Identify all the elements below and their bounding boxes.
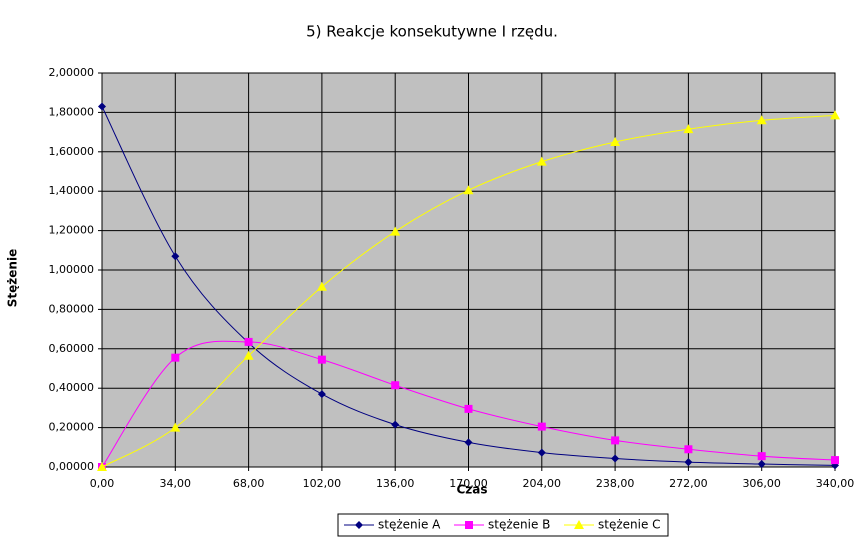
x-tick-label: 34,00 [160, 477, 192, 490]
y-tick-label: 0,60000 [49, 342, 95, 355]
marker [684, 445, 693, 454]
x-tick-label: 170,00 [449, 477, 488, 490]
x-tick-label: 0,00 [90, 477, 115, 490]
y-tick-label: 1,40000 [49, 184, 95, 197]
marker [610, 136, 621, 146]
y-tick-label: 0,80000 [49, 302, 95, 315]
marker [171, 252, 180, 261]
marker [611, 454, 620, 463]
marker [756, 115, 767, 125]
x-axis-label: Czas [456, 483, 487, 497]
y-tick-label: 1,00000 [49, 263, 95, 276]
y-tick-label: 0,00000 [49, 460, 95, 473]
marker [574, 520, 584, 529]
marker [98, 102, 106, 111]
marker [831, 456, 839, 465]
x-tick-label: 68,00 [233, 477, 265, 490]
marker [464, 438, 473, 447]
marker [537, 422, 546, 431]
marker [464, 404, 473, 413]
y-tick-label: 1,20000 [49, 224, 95, 237]
marker [683, 124, 694, 134]
marker [684, 458, 693, 467]
marker [243, 350, 254, 360]
series-line [101, 106, 836, 466]
legend-label: stężenie A [378, 518, 441, 532]
y-tick-label: 1,60000 [49, 145, 95, 158]
marker [757, 452, 766, 461]
y-tick-label: 0,40000 [49, 381, 95, 394]
marker [463, 185, 474, 195]
marker [465, 521, 473, 529]
marker [830, 110, 840, 120]
x-tick-label: 136,00 [376, 477, 415, 490]
series-line [101, 114, 836, 468]
marker [537, 448, 546, 457]
legend-label: stężenie B [488, 518, 550, 532]
marker [391, 381, 400, 390]
x-tick-label: 272,00 [669, 477, 708, 490]
marker [391, 420, 400, 429]
y-axis-label: Stężenie [6, 249, 20, 307]
y-tick-label: 2,00000 [49, 66, 95, 79]
marker [536, 156, 547, 166]
marker [170, 422, 181, 432]
legend [337, 513, 669, 537]
marker [317, 355, 326, 364]
legend-label: stężenie C [598, 518, 661, 532]
chart-title: 5) Reakcje konsekutywne I rzędu. [306, 23, 558, 41]
x-tick-label: 306,00 [742, 477, 781, 490]
marker [97, 462, 107, 471]
x-tick-label: 102,00 [303, 477, 342, 490]
y-tick-label: 0,20000 [49, 421, 95, 434]
marker [355, 521, 363, 529]
marker [611, 436, 620, 445]
marker [171, 353, 180, 362]
x-tick-label: 340,00 [816, 477, 855, 490]
x-tick-label: 204,00 [523, 477, 562, 490]
marker [316, 281, 327, 291]
y-tick-label: 1,80000 [49, 105, 95, 118]
x-tick-label: 238,00 [596, 477, 635, 490]
marker [390, 226, 401, 236]
series-line [101, 340, 836, 468]
marker [317, 390, 326, 399]
marker [244, 337, 253, 346]
marker [757, 460, 766, 469]
